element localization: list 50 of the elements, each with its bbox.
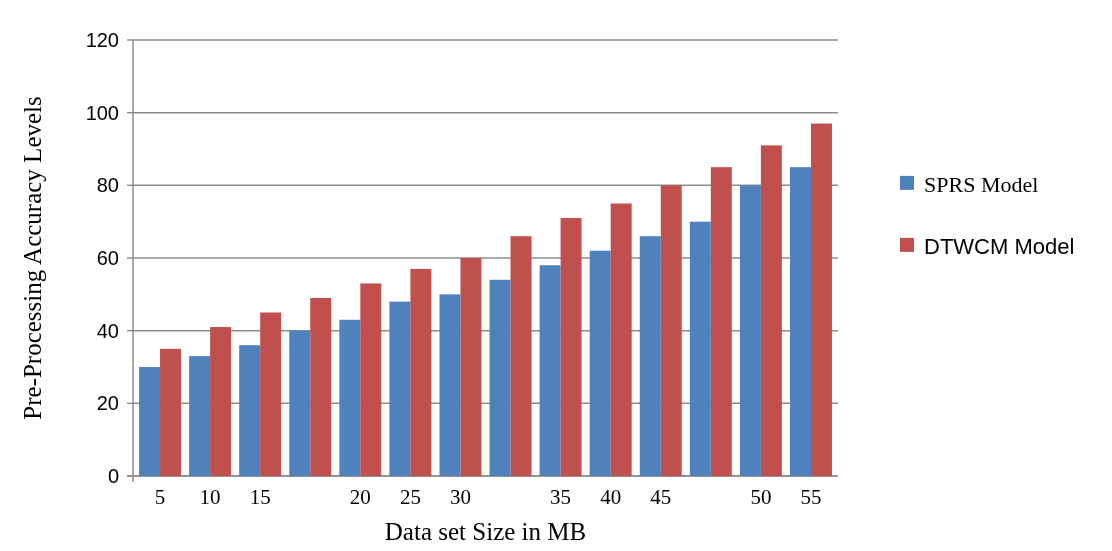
bar (339, 319, 361, 476)
bar (489, 279, 511, 476)
bar (510, 236, 532, 476)
bar (310, 297, 332, 476)
y-tick-label: 100 (85, 101, 119, 124)
bar (189, 356, 211, 476)
x-tick-label: 5 (154, 485, 166, 509)
bar (689, 221, 711, 476)
bar (260, 312, 282, 476)
bar (460, 258, 482, 476)
bar (810, 123, 832, 476)
bar (210, 327, 232, 476)
y-tick-label: 80 (96, 174, 119, 197)
bar (410, 268, 432, 476)
bar (389, 301, 411, 476)
y-tick-label: 20 (96, 392, 119, 415)
bar (560, 218, 582, 476)
bar (610, 203, 632, 476)
x-tick-label: 10 (199, 485, 221, 509)
y-tick-label: 60 (96, 247, 119, 269)
bar (789, 167, 811, 476)
x-tick-label: 20 (349, 485, 371, 509)
bar (539, 265, 561, 476)
bar (160, 348, 182, 476)
y-tick-label: 40 (96, 319, 119, 342)
legend-label: DTWCM Model (924, 233, 1075, 259)
x-tick-label: 15 (249, 485, 271, 509)
x-tick-label: 55 (800, 485, 822, 509)
bar (439, 294, 461, 476)
x-tick-label: 25 (399, 485, 421, 509)
x-axis-title: Data set Size in MB (384, 518, 587, 545)
x-tick-label: 40 (600, 485, 622, 509)
bar (289, 330, 311, 476)
bar (589, 250, 611, 476)
bar (660, 185, 682, 476)
y-tick-label: 120 (85, 29, 119, 51)
y-axis-title: Pre-Processing Accuracy Levels (19, 96, 46, 420)
bar (639, 236, 661, 476)
x-tick-label: 35 (550, 485, 572, 509)
legend-label: SPRS Model (924, 171, 1039, 197)
y-tick-label: 0 (107, 465, 119, 487)
bar (239, 345, 261, 476)
x-tick-label: 45 (650, 485, 672, 509)
bar (139, 367, 161, 476)
bar (760, 145, 782, 476)
bar (739, 185, 761, 476)
bar (360, 283, 382, 476)
x-tick-label: 50 (750, 485, 772, 509)
x-tick-label: 30 (449, 485, 471, 509)
bar (710, 167, 732, 476)
